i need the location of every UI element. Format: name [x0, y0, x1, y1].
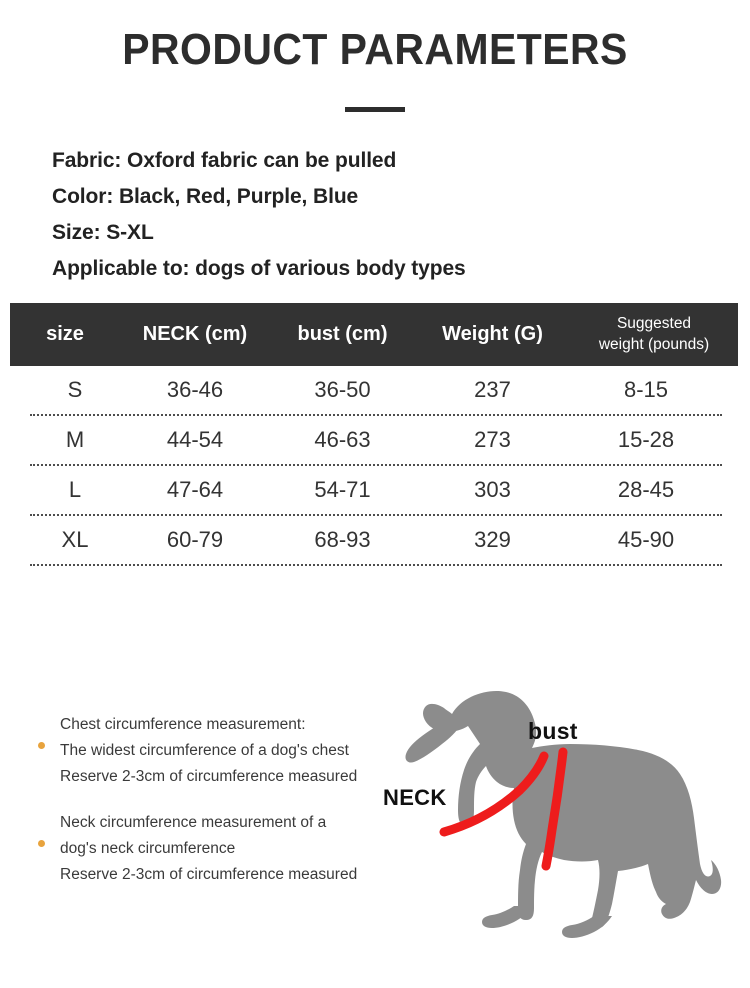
note-block-neck: Neck circumference measurement of a dog'… [36, 810, 406, 888]
note-line: Reserve 2-3cm of circumference measured [60, 768, 358, 785]
note-line: The widest circumference of a dog's ches… [60, 742, 349, 759]
table-row: XL 60-79 68-93 329 45-90 [30, 516, 722, 566]
table-row: S 36-46 36-50 237 8-15 [30, 366, 722, 416]
table-body: S 36-46 36-50 237 8-15 M 44-54 46-63 273… [10, 366, 738, 566]
table-header-row: size NECK (cm) bust (cm) Weight (G) Sugg… [10, 303, 738, 366]
note-line: Neck circumference measurement of a [60, 814, 327, 831]
neck-measure-line-icon [439, 751, 549, 837]
cell-neck: 60-79 [166, 527, 224, 552]
column-header-weight: Weight (G) [442, 323, 543, 345]
column-header-size: size [46, 323, 84, 345]
cell-suggested: 8-15 [623, 377, 669, 402]
diagram-label-bust: bust [528, 718, 578, 744]
spec-line-size: Size: S-XL [52, 221, 154, 244]
measurement-notes: Chest circumference measurement: The wid… [36, 712, 406, 908]
column-header-bust: bust (cm) [297, 323, 388, 345]
cell-neck: 47-64 [166, 477, 224, 502]
cell-bust: 54-71 [314, 477, 371, 502]
note-line: Chest circumference measurement: [60, 716, 306, 733]
note-block-chest: Chest circumference measurement: The wid… [36, 712, 406, 790]
cell-weight: 273 [474, 427, 511, 452]
cell-neck: 36-46 [166, 377, 224, 402]
note-line: dog's neck circumference [60, 840, 236, 857]
cell-size: XL [61, 527, 89, 552]
bullet-dot-icon [38, 840, 45, 847]
bullet-dot-icon [38, 742, 45, 749]
cell-bust: 36-50 [314, 377, 371, 402]
table-row: M 44-54 46-63 273 15-28 [30, 416, 722, 466]
spec-line-applicable: Applicable to: dogs of various body type… [52, 257, 466, 280]
size-chart-table: size NECK (cm) bust (cm) Weight (G) Sugg… [10, 303, 738, 566]
cell-weight: 237 [474, 377, 511, 402]
column-header-suggested-weight-line2: weight (pounds) [598, 335, 710, 353]
cell-suggested: 15-28 [617, 427, 675, 452]
dog-measurement-diagram [380, 678, 750, 978]
diagram-label-neck: NECK [383, 785, 447, 810]
cell-suggested: 45-90 [617, 527, 675, 552]
cell-bust: 46-63 [314, 427, 371, 452]
cell-suggested: 28-45 [617, 477, 675, 502]
column-header-suggested-weight-line1: Suggested [616, 314, 692, 332]
cell-bust: 68-93 [314, 527, 371, 552]
dog-silhouette-icon [405, 690, 722, 938]
bust-measure-line-icon [541, 747, 568, 871]
cell-weight: 329 [474, 527, 511, 552]
cell-weight: 303 [474, 477, 511, 502]
column-header-neck: NECK (cm) [142, 323, 248, 345]
cell-size: S [67, 377, 83, 402]
title-divider [345, 107, 405, 112]
spec-line-fabric: Fabric: Oxford fabric can be pulled [52, 149, 397, 172]
cell-size: M [65, 427, 85, 452]
column-header-suggested-weight: Suggested weight (pounds) [570, 314, 738, 356]
spec-line-color: Color: Black, Red, Purple, Blue [52, 185, 359, 208]
spec-list: Fabric: Oxford fabric can be pulled Colo… [52, 143, 712, 287]
cell-size: L [68, 477, 82, 502]
note-line: Reserve 2-3cm of circumference measured [60, 866, 358, 883]
page-title: PRODUCT PARAMETERS [122, 25, 628, 74]
cell-neck: 44-54 [166, 427, 224, 452]
table-row: L 47-64 54-71 303 28-45 [30, 466, 722, 516]
